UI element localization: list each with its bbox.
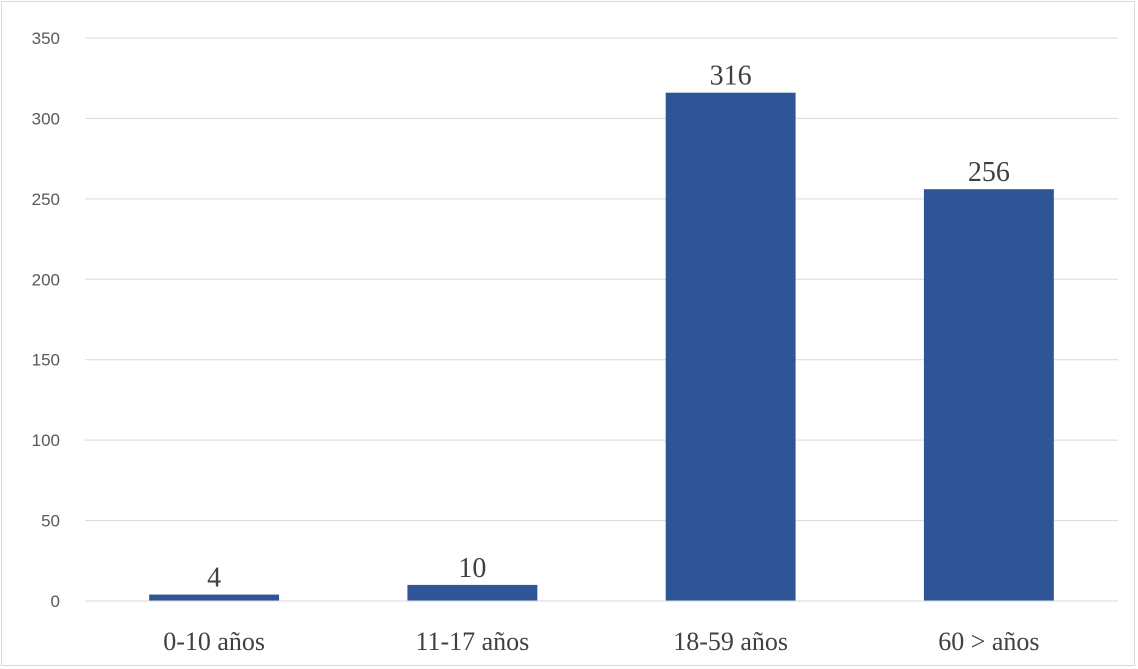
y-axis-ticks: 0 50 100 150 200 250 300 350 xyxy=(32,29,60,611)
bar xyxy=(665,92,796,601)
data-label: 256 xyxy=(968,157,1010,188)
y-tick-label: 350 xyxy=(32,29,60,48)
data-label: 10 xyxy=(458,553,486,584)
y-tick-label: 50 xyxy=(41,512,60,531)
bar xyxy=(923,189,1054,601)
x-category-label: 11-17 años xyxy=(415,627,529,656)
data-label: 316 xyxy=(710,61,752,92)
x-category-label: 60 > años xyxy=(938,627,1039,656)
data-labels: 4 10 316 256 xyxy=(207,61,1010,594)
y-tick-label: 200 xyxy=(32,270,60,289)
x-category-label: 18-59 años xyxy=(673,627,788,656)
y-tick-label: 150 xyxy=(32,351,60,370)
x-axis-labels: 0-10 años 11-17 años 18-59 años 60 > años xyxy=(163,627,1039,656)
bar xyxy=(149,594,280,601)
y-tick-label: 300 xyxy=(32,109,60,128)
y-tick-label: 0 xyxy=(51,592,60,611)
y-tick-label: 250 xyxy=(32,190,60,209)
y-tick-label: 100 xyxy=(32,431,60,450)
x-category-label: 0-10 años xyxy=(163,627,265,656)
bars xyxy=(149,92,1054,601)
bar xyxy=(407,584,538,601)
data-label: 4 xyxy=(207,563,221,594)
